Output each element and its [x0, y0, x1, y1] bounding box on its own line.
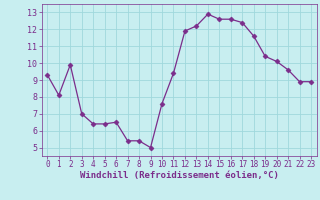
X-axis label: Windchill (Refroidissement éolien,°C): Windchill (Refroidissement éolien,°C): [80, 171, 279, 180]
